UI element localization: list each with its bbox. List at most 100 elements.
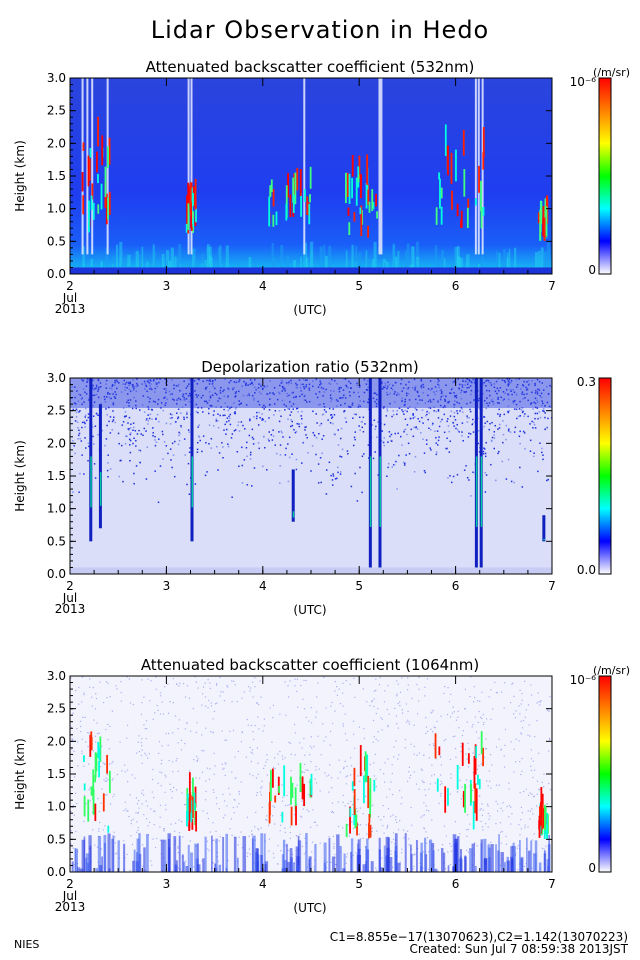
noise-pixel — [95, 697, 98, 700]
y-tick-label: 2.0 — [47, 734, 66, 748]
noise-pixel — [247, 724, 249, 726]
noise-pixel — [443, 825, 446, 827]
noise-pixel — [401, 677, 403, 679]
noise-pixel — [213, 752, 215, 754]
aerosol-streak — [466, 254, 470, 274]
noise-pixel — [520, 388, 522, 390]
noise-pixel — [497, 810, 499, 812]
noise-pixel — [372, 804, 374, 806]
noise-pixel — [403, 404, 406, 407]
noise-pixel — [119, 741, 121, 743]
noise-pixel — [530, 749, 532, 751]
cloud-echo — [269, 184, 272, 197]
noise-pixel — [245, 404, 248, 406]
noise-pixel — [181, 820, 183, 823]
noise-pixel — [483, 448, 486, 450]
noise-pixel — [243, 691, 245, 693]
noise-pixel — [103, 779, 105, 781]
aerosol-streak — [383, 845, 386, 872]
noise-pixel — [462, 795, 464, 797]
aerosol-streak — [117, 840, 120, 872]
noise-pixel — [512, 389, 514, 391]
noise-pixel — [220, 691, 222, 693]
noise-pixel — [303, 395, 306, 398]
noise-pixel — [396, 821, 398, 823]
x-tick-label: 2 — [66, 279, 74, 293]
cloud-echo — [194, 803, 197, 825]
noise-pixel — [435, 436, 437, 439]
noise-pixel — [85, 741, 87, 743]
noise-pixel — [161, 772, 163, 774]
y-tick-label: 0.5 — [47, 234, 66, 248]
noise-pixel — [310, 826, 312, 829]
noise-pixel — [122, 407, 125, 409]
noise-pixel — [449, 415, 452, 417]
noise-pixel — [176, 683, 178, 685]
aerosol-streak — [271, 242, 274, 274]
noise-pixel — [447, 401, 449, 404]
noise-pixel — [310, 470, 312, 472]
noise-pixel — [279, 482, 281, 484]
noise-pixel — [308, 400, 311, 403]
noise-pixel — [534, 412, 537, 415]
noise-pixel — [329, 744, 331, 746]
cloud-echo — [82, 755, 85, 763]
noise-pixel — [459, 391, 462, 394]
cloud-echo — [303, 783, 306, 807]
aerosol-streak — [443, 258, 446, 274]
noise-pixel — [390, 853, 392, 855]
noise-pixel — [489, 422, 491, 425]
noise-pixel — [386, 393, 389, 396]
noise-pixel — [219, 676, 221, 679]
noise-pixel — [233, 381, 236, 383]
noise-pixel — [118, 475, 120, 478]
noise-pixel — [388, 383, 391, 386]
noise-pixel — [366, 833, 368, 835]
noise-pixel — [520, 732, 522, 734]
noise-pixel — [301, 393, 303, 396]
noise-pixel — [303, 708, 306, 710]
noise-pixel — [462, 730, 464, 732]
noise-pixel — [330, 861, 332, 864]
aerosol-streak — [348, 260, 351, 274]
noise-pixel — [388, 788, 391, 790]
noise-pixel — [351, 814, 354, 816]
noise-pixel — [502, 420, 504, 422]
noise-pixel — [544, 404, 546, 407]
noise-pixel — [336, 466, 339, 469]
noise-pixel — [454, 747, 457, 750]
noise-pixel — [139, 409, 141, 411]
noise-pixel — [427, 394, 429, 397]
noise-pixel — [344, 402, 346, 405]
noise-pixel — [280, 430, 283, 433]
noise-pixel — [189, 447, 191, 449]
noise-pixel — [266, 754, 268, 756]
noise-pixel — [284, 387, 286, 390]
noise-pixel — [272, 852, 275, 854]
noise-pixel — [316, 824, 318, 826]
aerosol-streak — [215, 838, 218, 872]
aerosol-streak — [143, 847, 146, 872]
noise-pixel — [481, 826, 484, 828]
cloud-echo — [348, 222, 351, 236]
noise-pixel — [260, 392, 262, 395]
noise-pixel — [135, 400, 137, 402]
noise-pixel — [150, 680, 152, 682]
noise-pixel — [437, 378, 439, 380]
noise-pixel — [387, 466, 389, 469]
noise-pixel — [401, 409, 403, 411]
noise-pixel — [393, 756, 395, 758]
aerosol-streak — [71, 861, 74, 872]
aerosol-streak — [252, 835, 256, 872]
noise-pixel — [396, 392, 399, 394]
noise-pixel — [87, 416, 90, 419]
noise-pixel — [527, 704, 530, 706]
noise-pixel — [120, 700, 122, 702]
cloud-echo — [106, 754, 108, 774]
noise-pixel — [337, 444, 340, 446]
depol-streak-core — [543, 538, 545, 541]
noise-pixel — [539, 704, 541, 706]
noise-pixel — [151, 418, 153, 420]
aerosol-streak — [538, 250, 541, 274]
noise-pixel — [401, 709, 404, 711]
